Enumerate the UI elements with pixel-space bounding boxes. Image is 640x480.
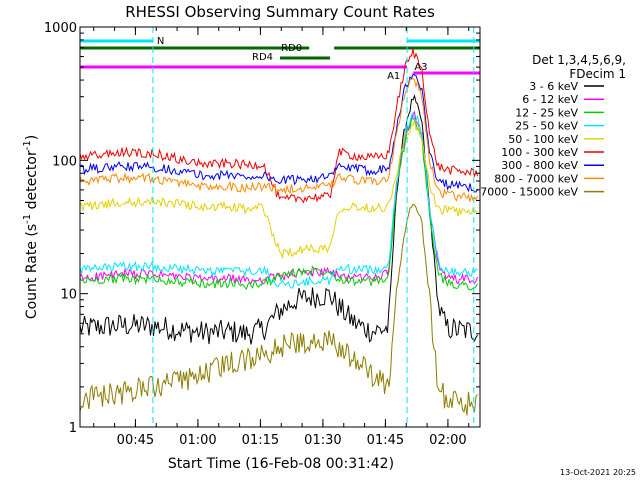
rd4-label: RD4 bbox=[252, 52, 273, 63]
rd0-label: RD0 bbox=[281, 43, 302, 54]
legend-label-6: 300 - 800 keV bbox=[501, 159, 578, 172]
y-tick-label-0: 1 bbox=[69, 421, 77, 436]
y-axis-label-sup1: -1 bbox=[22, 214, 33, 224]
legend-header-line1: Det 1,3,4,5,6,9, bbox=[532, 53, 626, 67]
series-lines bbox=[79, 48, 478, 416]
y-tick-label-1: 10 bbox=[60, 288, 77, 303]
y-axis-label-sup2: -1 bbox=[22, 140, 33, 150]
x-tick-label-0: 00:45 bbox=[117, 433, 154, 448]
y-tick-label-3: 1000 bbox=[44, 21, 77, 36]
series-line-1 bbox=[79, 110, 478, 285]
legend-label-7: 800 - 7000 keV bbox=[494, 172, 578, 185]
night-label: N bbox=[157, 36, 164, 47]
y-axis-label: Count Rate (s-1 detector-1) bbox=[22, 135, 40, 319]
y-axis-label-mid: detector bbox=[24, 150, 40, 214]
series-line-8 bbox=[79, 203, 478, 416]
series-line-3 bbox=[79, 111, 478, 289]
chart-title: RHESSI Observing Summary Count Rates bbox=[125, 3, 435, 21]
series-line-4 bbox=[79, 120, 478, 260]
x-axis-label: Start Time (16-Feb-08 00:31:42) bbox=[168, 456, 394, 472]
legend-label-0: 3 - 6 keV bbox=[529, 80, 578, 93]
series-line-5 bbox=[79, 48, 478, 204]
night-boundary-lines bbox=[152, 27, 475, 427]
x-tick-label-4: 01:45 bbox=[367, 433, 404, 448]
x-tick-label-3: 01:30 bbox=[304, 433, 341, 448]
series-line-0 bbox=[79, 94, 478, 345]
x-tick-label-2: 01:15 bbox=[242, 433, 279, 448]
legend-label-4: 50 - 100 keV bbox=[508, 133, 578, 146]
y-tick-label-2: 100 bbox=[52, 154, 77, 169]
x-tick-label-5: 02:00 bbox=[429, 433, 466, 448]
x-axis-ticks: 00:45 01:00 01:15 01:30 01:45 02:00 bbox=[93, 27, 470, 448]
legend-label-5: 100 - 300 keV bbox=[501, 146, 578, 159]
legend-label-2: 12 - 25 keV bbox=[515, 106, 578, 119]
y-axis-label-main: Count Rate (s bbox=[24, 224, 40, 319]
generated-timestamp: 13-Oct-2021 20:25 bbox=[560, 468, 636, 477]
x-tick-label-1: 01:00 bbox=[179, 433, 216, 448]
a1-label: A1 bbox=[387, 71, 400, 82]
legend-label-1: 6 - 12 keV bbox=[522, 93, 578, 106]
series-line-2 bbox=[79, 117, 478, 291]
series-line-7 bbox=[79, 78, 478, 202]
plot-frame bbox=[79, 26, 481, 428]
legend-label-8: 7000 - 15000 keV bbox=[480, 186, 578, 199]
legend-label-3: 25 - 50 keV bbox=[515, 120, 578, 133]
y-axis-label-end: ) bbox=[24, 135, 40, 140]
series-line-6 bbox=[79, 73, 478, 193]
legend-header-line2: FDecim 1 bbox=[569, 67, 626, 81]
y-axis-ticks: 1 10 100 1000 bbox=[44, 21, 480, 436]
